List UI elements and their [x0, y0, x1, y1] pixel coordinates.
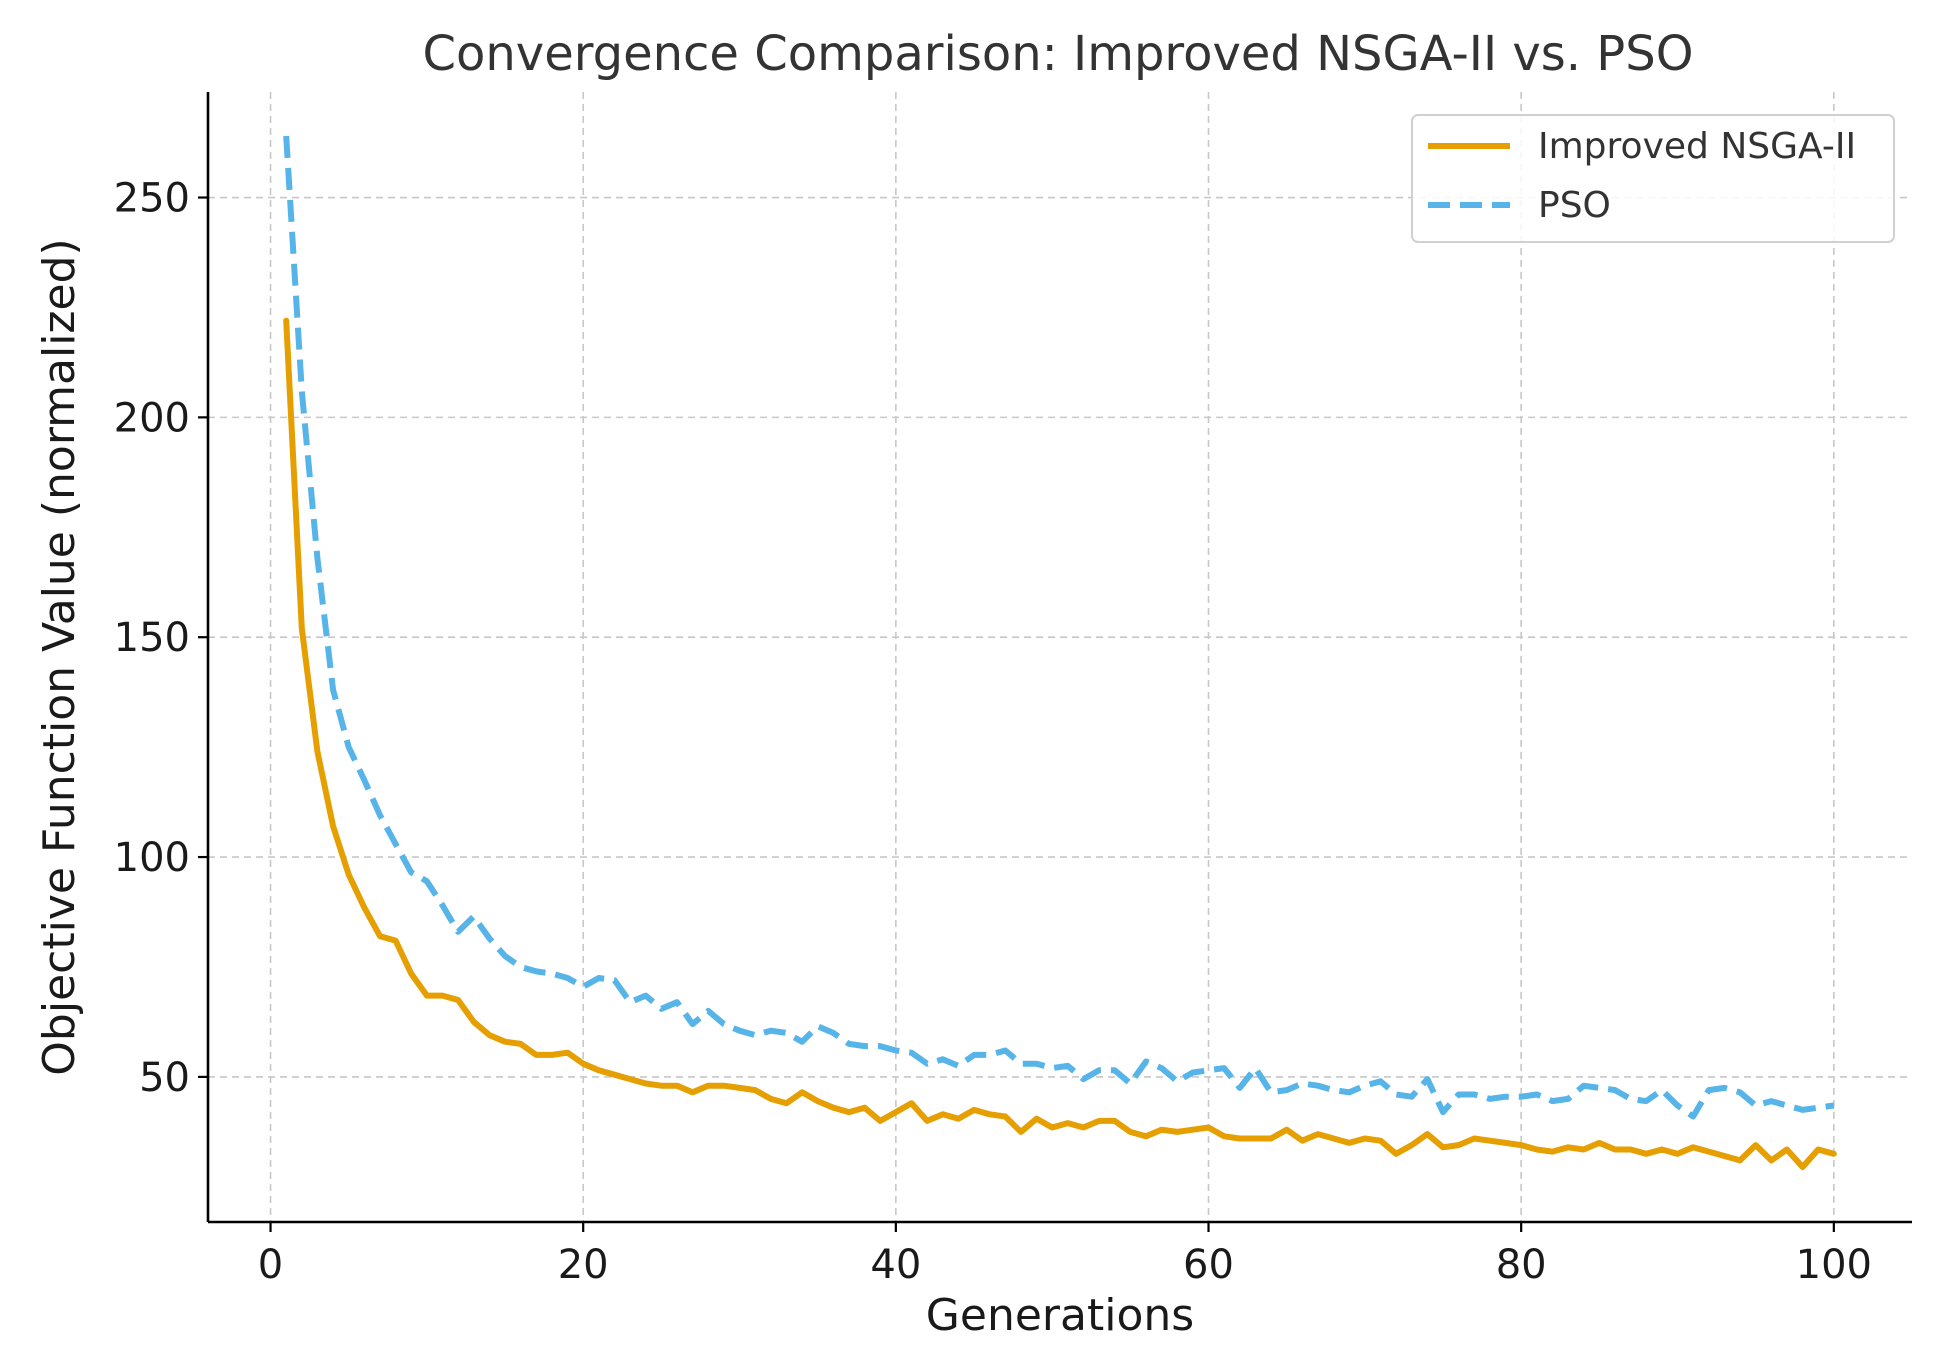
legend-box	[1411, 114, 1895, 243]
y-tick-label: 200	[114, 395, 190, 441]
x-axis-label: Generations	[926, 1290, 1194, 1341]
y-tick-label: 100	[114, 835, 190, 881]
legend: Improved NSGA-II PSO	[1411, 114, 1895, 243]
x-tick-label: 20	[558, 1242, 609, 1288]
chart-title: Convergence Comparison: Improved NSGA-II…	[422, 26, 1693, 82]
y-tick-label: 250	[114, 176, 190, 222]
x-tick-label: 80	[1496, 1242, 1547, 1288]
y-axis-ticks: 50 100 150 200 250	[114, 176, 208, 1101]
x-tick-label: 40	[870, 1242, 921, 1288]
y-tick-label: 50	[139, 1055, 190, 1101]
y-axis-label: Objective Function Value (normalized)	[34, 238, 85, 1075]
legend-label-pso: PSO	[1538, 185, 1611, 226]
x-axis-ticks: 0 20 40 60 80 100	[258, 1222, 1872, 1288]
x-tick-label: 60	[1183, 1242, 1234, 1288]
x-tick-label: 100	[1796, 1242, 1872, 1288]
series-line-pso	[283, 135, 1835, 1120]
series-layer	[283, 135, 1837, 1170]
y-tick-label: 150	[114, 615, 190, 661]
x-tick-label: 0	[258, 1242, 283, 1288]
legend-label-improved-nsga-ii: Improved NSGA-II	[1538, 126, 1856, 167]
series-line-improved-nsga-ii	[283, 317, 1837, 1170]
